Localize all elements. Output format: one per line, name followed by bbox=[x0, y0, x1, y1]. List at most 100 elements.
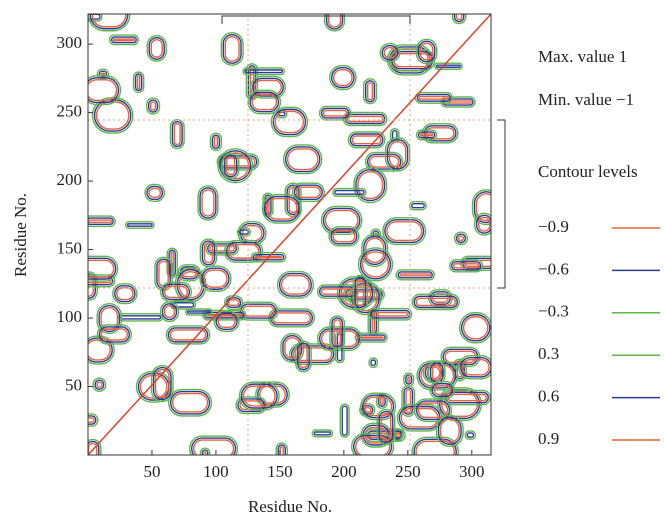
legend-label: −0.6 bbox=[538, 259, 569, 278]
contour-line bbox=[333, 69, 353, 87]
contour-line bbox=[169, 329, 207, 341]
contour-line bbox=[416, 93, 451, 102]
contour-line bbox=[403, 372, 415, 387]
contour-line bbox=[199, 265, 232, 292]
contour-line bbox=[411, 293, 460, 311]
contour-line bbox=[380, 397, 384, 405]
contour-line bbox=[224, 35, 240, 62]
contour-line bbox=[347, 131, 386, 149]
contour-line bbox=[201, 189, 215, 217]
contour-line bbox=[358, 336, 384, 339]
contour-line bbox=[339, 403, 350, 438]
contour-area bbox=[88, 14, 491, 455]
y-tick-label: 100 bbox=[57, 307, 83, 326]
contour-line bbox=[263, 195, 300, 222]
contour-line bbox=[222, 152, 240, 180]
contour-line bbox=[351, 432, 395, 455]
contour-line bbox=[331, 317, 344, 348]
contour-line bbox=[158, 260, 169, 287]
contour-line bbox=[88, 75, 122, 106]
contour-line bbox=[293, 184, 323, 201]
contour-line bbox=[88, 77, 120, 104]
contour-line bbox=[334, 189, 365, 195]
contour-line bbox=[96, 303, 123, 335]
contour-line bbox=[415, 38, 438, 65]
x-tick-label: 50 bbox=[143, 462, 160, 481]
y-tick-label: 150 bbox=[57, 238, 83, 257]
contour-line bbox=[91, 14, 127, 28]
contour-line bbox=[407, 376, 411, 383]
contour-line bbox=[226, 156, 236, 176]
x-tick-label: 100 bbox=[203, 462, 229, 481]
contour-line bbox=[261, 193, 302, 224]
contour-line bbox=[411, 202, 425, 209]
contour-line bbox=[316, 284, 359, 299]
contour-line bbox=[395, 269, 435, 281]
contour-line bbox=[88, 442, 98, 455]
contour-line bbox=[415, 440, 455, 455]
contour-line bbox=[323, 14, 346, 32]
contour-line bbox=[169, 390, 211, 415]
contour-line bbox=[331, 67, 355, 89]
reference-lines bbox=[88, 14, 491, 455]
contour-line bbox=[161, 283, 191, 301]
contour-line bbox=[211, 134, 221, 150]
contour-line bbox=[88, 255, 119, 282]
top-bracket bbox=[221, 15, 411, 24]
contour-line bbox=[96, 324, 133, 345]
contour-line bbox=[344, 113, 386, 125]
contour-line bbox=[356, 278, 365, 307]
contour-line bbox=[235, 396, 268, 415]
contour-line bbox=[169, 118, 185, 150]
max-value: Max. value 1 bbox=[538, 47, 627, 66]
contour-line bbox=[215, 312, 238, 331]
contour-line bbox=[221, 152, 250, 180]
contour-line bbox=[88, 79, 118, 102]
contour-line bbox=[360, 392, 397, 421]
contour-line bbox=[171, 120, 183, 148]
contour-line bbox=[333, 319, 342, 346]
contour-line bbox=[220, 31, 244, 66]
contour-line bbox=[380, 412, 392, 442]
contour-line bbox=[473, 212, 491, 236]
legend-label: −0.9 bbox=[538, 217, 569, 236]
contour-line bbox=[92, 377, 107, 393]
y-tick-label: 200 bbox=[57, 170, 83, 189]
contour-line bbox=[295, 340, 312, 373]
contour-line bbox=[418, 95, 449, 100]
contour-line bbox=[159, 281, 193, 303]
contour-line bbox=[207, 243, 238, 254]
contour-line bbox=[444, 100, 472, 104]
contour-line bbox=[219, 150, 252, 182]
contour-line bbox=[197, 185, 219, 221]
contour-line bbox=[437, 416, 462, 446]
contour-line bbox=[186, 310, 211, 314]
contour-line bbox=[108, 34, 139, 46]
contour-line bbox=[163, 285, 189, 299]
contour-line bbox=[112, 38, 135, 42]
contour-line bbox=[154, 256, 173, 291]
contour-line bbox=[453, 14, 465, 23]
contour-line bbox=[146, 35, 167, 62]
contour-line bbox=[322, 207, 361, 233]
contour-line bbox=[397, 271, 433, 279]
contour-line bbox=[460, 314, 491, 342]
plot-frame bbox=[87, 13, 492, 456]
contour-line bbox=[415, 129, 438, 141]
contour-line bbox=[280, 332, 305, 363]
contour-line bbox=[473, 191, 491, 224]
contour-line bbox=[372, 311, 409, 317]
contour-line bbox=[475, 193, 491, 222]
contour-line bbox=[381, 44, 399, 61]
contour-line bbox=[265, 197, 298, 220]
contour-line bbox=[242, 67, 285, 76]
contour-line bbox=[213, 136, 219, 148]
contour-line bbox=[332, 187, 367, 197]
contour-line bbox=[199, 187, 217, 219]
contour-line bbox=[98, 326, 131, 343]
contour-line bbox=[114, 285, 136, 303]
contour-line bbox=[224, 154, 238, 178]
contour-line bbox=[120, 315, 162, 320]
contour-line bbox=[440, 96, 476, 108]
contour-line bbox=[320, 205, 363, 235]
